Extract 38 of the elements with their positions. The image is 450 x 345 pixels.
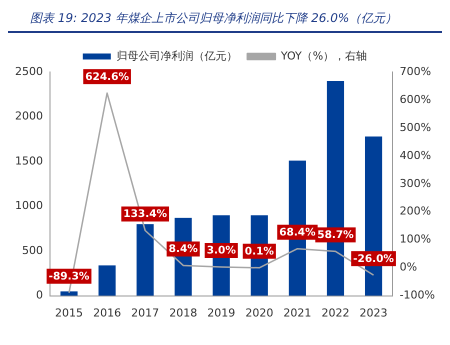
y-tick-label: 1000 xyxy=(14,199,43,212)
data-label: 3.0% xyxy=(206,244,236,257)
data-label: -89.3% xyxy=(48,270,90,283)
chart-title: 图表 19: 2023 年煤企上市公司归母净利润同比下降 26.0%（亿元） xyxy=(8,8,442,33)
y-tick-label: 0 xyxy=(36,288,43,302)
y2-tick-label: 100% xyxy=(400,232,432,246)
data-label: 68.4% xyxy=(279,226,316,238)
y2-tick-label: 0% xyxy=(400,260,418,274)
data-label: -26.0% xyxy=(353,252,394,265)
y2-tick-label: 700% xyxy=(400,64,432,78)
data-label: 8.4% xyxy=(168,243,198,256)
y2-tick-label: 300% xyxy=(400,176,432,190)
x-tick-label: 2015 xyxy=(55,306,84,320)
x-tick-label: 2016 xyxy=(93,306,122,320)
data-label: 58.7% xyxy=(317,229,354,242)
x-tick-label: 2023 xyxy=(360,306,388,320)
y2-tick-label: 200% xyxy=(400,204,432,218)
bar xyxy=(98,265,116,296)
y2-tick-label: -100% xyxy=(400,288,436,302)
y-tick-label: 2500 xyxy=(14,64,43,78)
legend-label: 归母公司净利润（亿元） xyxy=(116,49,238,62)
x-tick-label: 2019 xyxy=(207,306,236,320)
x-tick-label: 2021 xyxy=(283,306,312,320)
data-label: 624.6% xyxy=(85,70,130,83)
data-label: 133.4% xyxy=(123,208,168,220)
y-tick-label: 2000 xyxy=(14,110,43,123)
x-tick-label: 2020 xyxy=(245,306,274,320)
y2-tick-label: 600% xyxy=(400,92,432,106)
y-tick-label: 1500 xyxy=(14,154,43,168)
legend-label: YOY（%），右轴 xyxy=(280,49,368,62)
x-tick-label: 2018 xyxy=(169,306,198,320)
y-tick-label: 500 xyxy=(22,244,43,257)
bar xyxy=(136,224,154,296)
x-tick-label: 2022 xyxy=(321,306,350,320)
y2-tick-label: 500% xyxy=(400,120,432,134)
y2-tick-label: 400% xyxy=(400,148,432,162)
data-label: 0.1% xyxy=(244,246,274,258)
x-tick-label: 2017 xyxy=(131,306,160,320)
